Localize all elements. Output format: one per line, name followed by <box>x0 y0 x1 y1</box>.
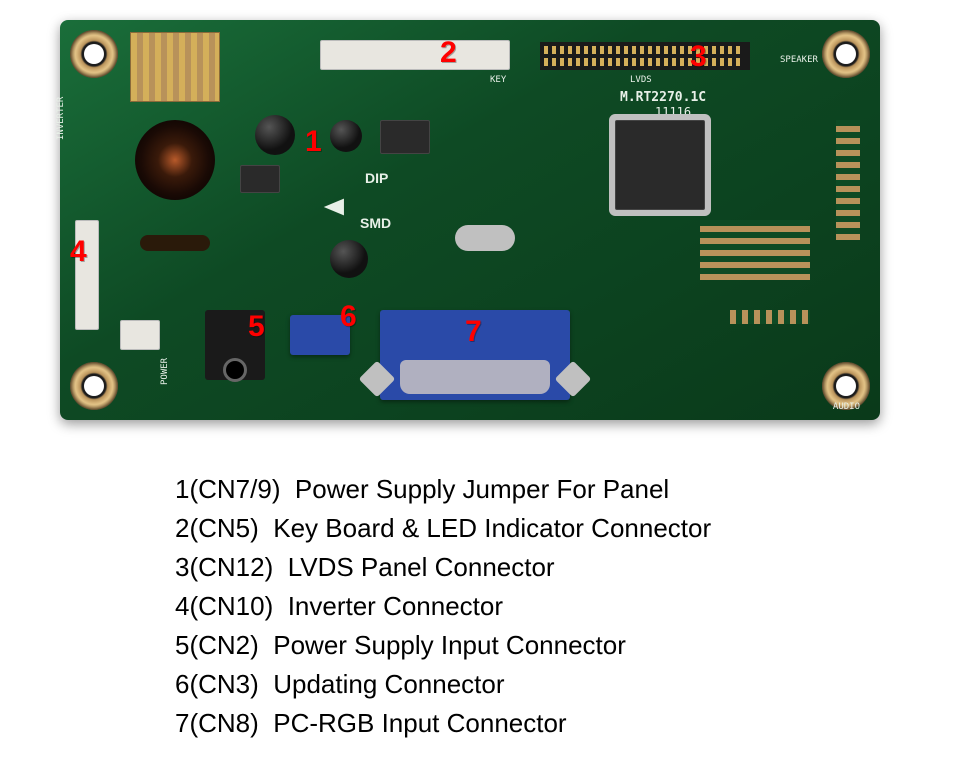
diode-icon <box>140 235 210 251</box>
legend-row: 7(CN8) PC-RGB Input Connector <box>175 704 711 743</box>
legend-row: 2(CN5) Key Board & LED Indicator Connect… <box>175 509 711 548</box>
silk-key: KEY <box>490 75 506 85</box>
silk-lvds: LVDS <box>630 75 652 85</box>
toroid-inductor-icon <box>135 120 215 200</box>
soic-chip-icon <box>380 120 430 154</box>
legend-row: 1(CN7/9) Power Supply Jumper For Panel <box>175 470 711 509</box>
callout-number: 6 <box>340 300 357 334</box>
capacitor-icon <box>255 115 295 155</box>
smd-pads-icon <box>836 120 860 240</box>
mount-hole-icon <box>822 30 870 78</box>
legend-row: 3(CN12) LVDS Panel Connector <box>175 548 711 587</box>
pcb: KEY LVDS SPEAKER M.RT2270.1C 11116 DIP ◄… <box>60 20 880 420</box>
legend-row: 5(CN2) Power Supply Input Connector <box>175 626 711 665</box>
silk-audio: AUDIO <box>833 402 860 412</box>
mount-hole-icon <box>70 30 118 78</box>
capacitor-icon <box>330 240 368 278</box>
callout-number: 2 <box>440 36 457 70</box>
callout-number: 7 <box>465 315 482 349</box>
cn5-connector <box>320 40 510 70</box>
callout-number: 3 <box>690 40 707 74</box>
model-text-2: 11116 <box>655 105 691 119</box>
crystal-icon <box>455 225 515 251</box>
gold-pad <box>130 32 220 102</box>
callout-number: 1 <box>305 125 322 159</box>
legend-row: 6(CN3) Updating Connector <box>175 665 711 704</box>
model-text-1: M.RT2270.1C <box>620 90 706 105</box>
soic-chip-icon <box>240 165 280 193</box>
arrow-left-icon: ◄ <box>317 190 350 222</box>
callout-number: 4 <box>70 235 87 269</box>
board-panel: KEY LVDS SPEAKER M.RT2270.1C 11116 DIP ◄… <box>60 20 880 420</box>
silk-inverter: INVERTER <box>56 97 66 140</box>
small-connector <box>120 320 160 350</box>
silk-power: POWER <box>160 358 170 385</box>
smd-pads-icon <box>730 310 810 324</box>
silk-speaker: SPEAKER <box>780 55 818 65</box>
cn12-connector <box>540 42 750 70</box>
mount-hole-icon <box>70 362 118 410</box>
dip-label: DIP <box>365 170 388 186</box>
callout-number: 5 <box>248 310 265 344</box>
smd-pads-icon <box>700 220 810 280</box>
smd-label: SMD <box>360 215 391 231</box>
capacitor-icon <box>330 120 362 152</box>
legend-row: 4(CN10) Inverter Connector <box>175 587 711 626</box>
legend: 1(CN7/9) Power Supply Jumper For Panel2(… <box>175 470 711 743</box>
qfp-chip-icon <box>615 120 705 210</box>
